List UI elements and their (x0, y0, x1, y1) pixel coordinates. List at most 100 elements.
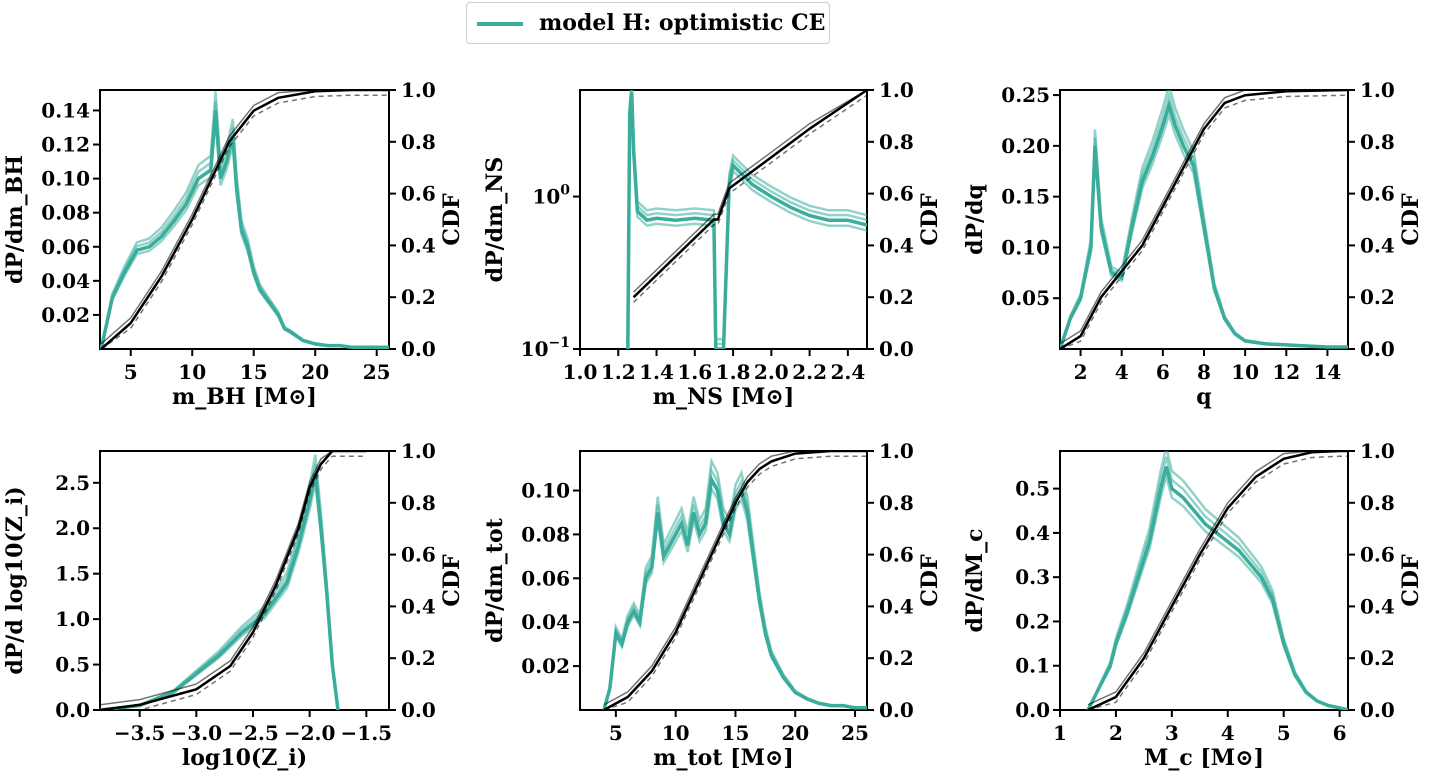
pdf-line (1086, 471, 1348, 710)
x-tick-label: 5 (609, 721, 623, 745)
x-tick-label: 6 (1156, 360, 1170, 384)
x-tick-label: 10 (662, 721, 690, 745)
y-tick-label: 0.25 (1001, 83, 1050, 107)
y-right-tick-label: 0.0 (1360, 698, 1395, 722)
panel-4: −3.5 −3.0 −2.5 −2.0 −1.5 0.0 0.5 1.0 1.5 2.0 2.5 0.… (2, 439, 465, 771)
y-right-tick-label: 0.8 (1360, 130, 1395, 154)
pdf-line (626, 98, 867, 349)
y-right-tick-label: 0.0 (1360, 337, 1395, 361)
y-tick-label: 10−1 (521, 335, 570, 361)
y-tick-label: 0.3 (1015, 565, 1050, 589)
y-right-tick-label: 1.0 (879, 78, 914, 102)
y-tick-label: 0.5 (55, 653, 90, 677)
axes-frame (579, 450, 868, 711)
pdf-line (626, 90, 867, 341)
x-axis-label: M_c [M⊙] (1144, 745, 1264, 771)
x-tick-label: 10 (178, 360, 206, 384)
y-tick-label: 0.4 (1015, 521, 1050, 545)
y-right-tick-label: 0.8 (401, 130, 436, 154)
cdf-line (100, 90, 389, 345)
x-tick-label: 25 (841, 721, 869, 745)
y-tick-label: 0.04 (521, 610, 570, 634)
y-right-tick-label: 0.4 (879, 594, 914, 618)
x-tick-label: 25 (363, 360, 391, 384)
pdf-line (1060, 90, 1348, 349)
y-right-axis-label: CDF (1398, 554, 1424, 607)
y-tick-label: 0.0 (55, 698, 90, 722)
x-tick-label: 1 (1053, 721, 1067, 745)
x-tick-label: 1.2 (601, 360, 636, 384)
series-group (1060, 90, 1348, 349)
x-tick-label: −3.5 (114, 721, 166, 745)
y-tick-label: 100 (532, 183, 570, 209)
axes-frame (99, 450, 390, 711)
pdf-line (100, 454, 340, 710)
x-tick-label: 14 (1314, 360, 1342, 384)
y-right-tick-label: 0.4 (401, 233, 436, 257)
y-right-tick-label: 0.6 (1360, 543, 1395, 567)
cdf-line (1060, 94, 1348, 349)
y-tick-label: 0.02 (41, 303, 90, 327)
series-group (100, 451, 367, 710)
y-right-tick-label: 0.0 (401, 698, 436, 722)
pdf-line (100, 100, 389, 349)
cdf-line (603, 451, 867, 706)
y-tick-label: 0.10 (41, 167, 90, 191)
y-tick-label: 0.12 (41, 133, 90, 157)
cdf-line (632, 90, 867, 299)
x-tick-label: 20 (301, 360, 329, 384)
y-axis-label: dP/dm_BH (2, 155, 28, 284)
y-axis-label: dP/dm_tot (482, 517, 508, 642)
y-right-tick-label: 0.4 (1360, 233, 1395, 257)
series-group (1086, 451, 1348, 710)
axes-frame (1059, 450, 1349, 711)
cdf-line (1087, 451, 1348, 706)
y-right-tick-label: 0.6 (879, 543, 914, 567)
pdf-line (100, 91, 389, 349)
y-tick-label: 1.0 (55, 607, 90, 631)
y-tick-label: 0.14 (41, 98, 90, 122)
y-tick-label: 0.15 (1001, 185, 1050, 209)
series-group (626, 90, 867, 349)
x-tick-label: 4 (1115, 360, 1129, 384)
x-tick-label: 2 (1074, 360, 1088, 384)
y-tick-label: 0.08 (41, 201, 90, 225)
y-right-axis-label: CDF (439, 193, 465, 246)
x-tick-label: 1.6 (677, 360, 712, 384)
x-axis-label: log10(Z_i) (182, 745, 307, 771)
panel-5: 5 10 15 20 25 0.02 0.04 0.06 0.08 0.10 0.0 0.2 0.4 0.… (482, 439, 943, 771)
y-tick-label: 0.10 (521, 479, 570, 503)
y-right-tick-label: 1.0 (401, 439, 436, 463)
y-tick-label: 0.08 (521, 522, 570, 546)
y-right-tick-label: 0.6 (1360, 182, 1395, 206)
y-right-axis-label: CDF (439, 554, 465, 607)
y-right-tick-label: 0.6 (401, 182, 436, 206)
x-tick-label: 2.0 (754, 360, 789, 384)
legend-label: model H: optimistic CE (539, 10, 826, 36)
y-right-tick-label: 0.0 (879, 698, 914, 722)
x-tick-label: 12 (1272, 360, 1300, 384)
y-right-tick-label: 0.0 (879, 337, 914, 361)
y-right-tick-label: 0.2 (879, 646, 914, 670)
x-tick-label: 4 (1221, 721, 1235, 745)
y-tick-label: 2.5 (55, 471, 90, 495)
y-tick-label: 0.5 (1015, 477, 1050, 501)
y-right-tick-label: 0.8 (879, 491, 914, 515)
x-tick-label: 15 (722, 721, 750, 745)
pdf-line (602, 485, 867, 710)
y-tick-label: 0.1 (1015, 654, 1050, 678)
y-right-tick-label: 0.0 (401, 337, 436, 361)
y-tick-label: 0.20 (1001, 134, 1050, 158)
axes-frame (99, 89, 390, 350)
x-axis-label: q (1196, 384, 1211, 410)
series-group (602, 451, 867, 710)
y-right-tick-label: 0.2 (401, 646, 436, 670)
pdf-line (100, 482, 340, 710)
y-axis-label: dP/dM_c (962, 528, 988, 632)
x-tick-label: 3 (1165, 721, 1179, 745)
y-right-tick-label: 0.4 (879, 233, 914, 257)
cdf-line (603, 451, 867, 710)
y-tick-label: 1.5 (55, 562, 90, 586)
y-tick-label: 0.06 (521, 566, 570, 590)
y-axis-label: dP/dm_NS (482, 157, 508, 283)
